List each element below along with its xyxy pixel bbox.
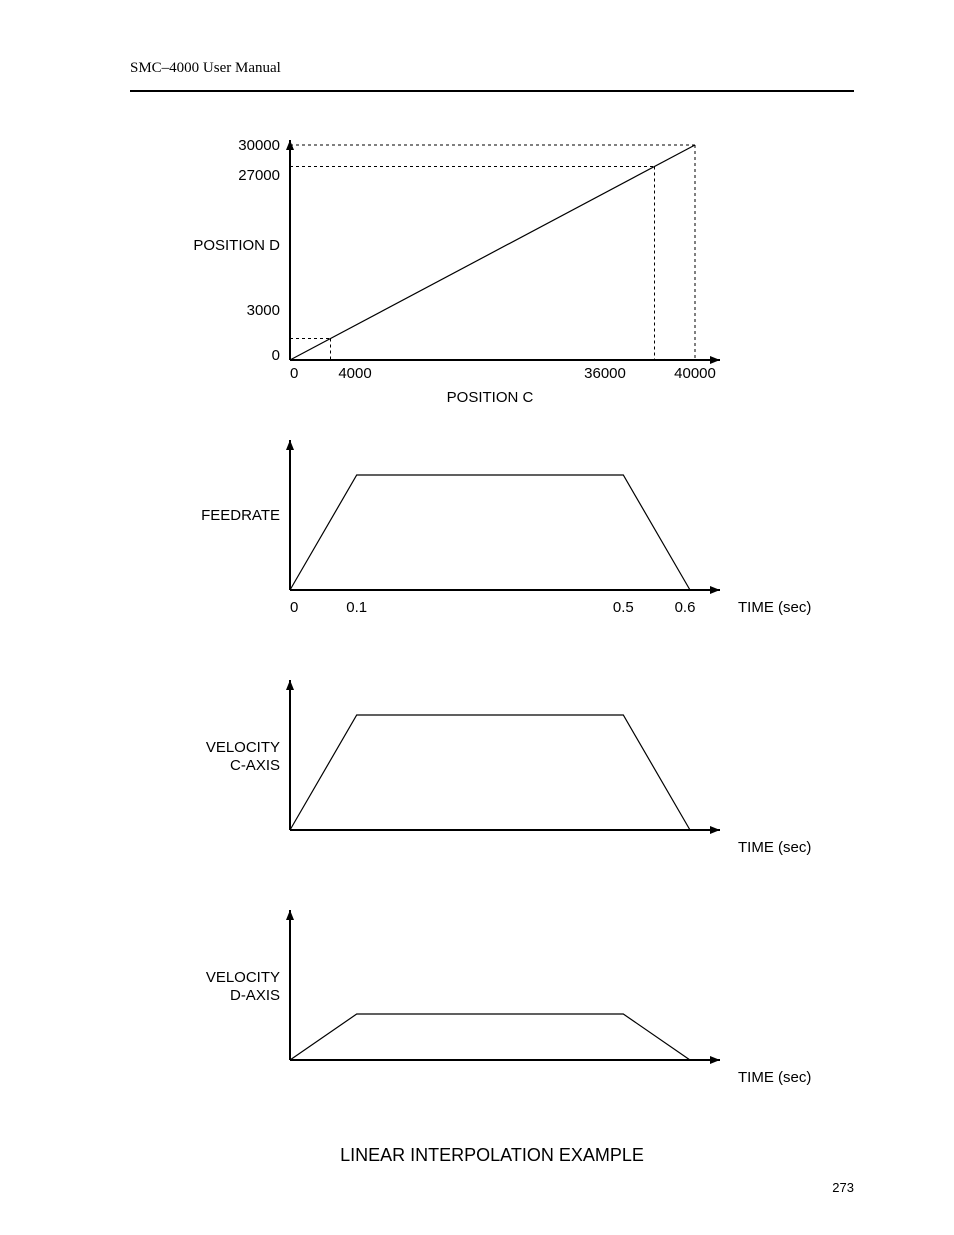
position-chart: 30000 27000 3000 0 POSITION D 0 4000 [193, 137, 720, 406]
xlabel-position: POSITION C [447, 389, 534, 406]
page-number: 273 [832, 1180, 854, 1195]
ylabel-position: POSITION D [193, 237, 280, 254]
velocity-c-chart: VELOCITY C-AXIS TIME (sec) [206, 680, 812, 856]
xtick-4000: 4000 [338, 365, 371, 382]
feedrate-chart: FEEDRATE 0 0.1 0.5 0.6 TIME (sec) [201, 440, 811, 616]
figure-caption: LINEAR INTERPOLATION EXAMPLE [130, 1145, 854, 1166]
xtick-36000: 36000 [584, 365, 626, 382]
ytick-0: 0 [272, 347, 280, 364]
vd-ylabel1: VELOCITY [206, 969, 280, 986]
fr-x0: 0 [290, 599, 298, 616]
fr-x3: 0.6 [675, 599, 696, 616]
vd-xlabel: TIME (sec) [738, 1069, 811, 1086]
header-rule [130, 90, 854, 92]
fr-xlabel: TIME (sec) [738, 599, 811, 616]
fr-x1: 0.1 [346, 599, 367, 616]
figure: 30000 27000 3000 0 POSITION D 0 4000 [130, 110, 854, 1130]
xtick-0: 0 [290, 365, 298, 382]
ytick-27000: 27000 [238, 167, 280, 184]
header-text: SMC–4000 User Manual [130, 60, 854, 77]
vd-ylabel2: D-AXIS [230, 987, 280, 1004]
charts-svg: 30000 27000 3000 0 POSITION D 0 4000 [130, 110, 854, 1130]
ylabel-feedrate: FEEDRATE [201, 507, 280, 524]
fr-x2: 0.5 [613, 599, 634, 616]
ytick-3000: 3000 [247, 302, 280, 319]
vc-ylabel1: VELOCITY [206, 739, 280, 756]
vc-ylabel2: C-AXIS [230, 757, 280, 774]
xtick-40000: 40000 [674, 365, 716, 382]
vc-xlabel: TIME (sec) [738, 839, 811, 856]
velocity-d-chart: VELOCITY D-AXIS TIME (sec) [206, 910, 812, 1086]
ytick-30000: 30000 [238, 137, 280, 154]
page: SMC–4000 User Manual 30000 [0, 0, 954, 1235]
